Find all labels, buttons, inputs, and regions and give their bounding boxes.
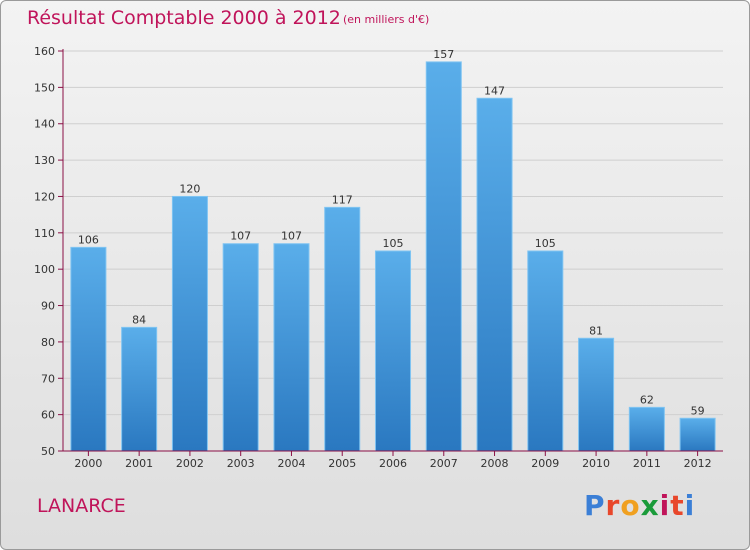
logo-letter: r [605, 489, 621, 522]
bar-2009 [527, 250, 564, 452]
y-tick-label: 160 [34, 45, 55, 58]
y-tick-label: 60 [41, 409, 55, 422]
logo-letter: o [620, 489, 641, 522]
data-label: 62 [640, 393, 654, 406]
x-tick-label: 2006 [379, 457, 407, 470]
x-tick-label: 2010 [582, 457, 610, 470]
y-tick-label: 100 [34, 263, 55, 276]
data-label: 107 [230, 230, 251, 243]
bar-2006 [374, 250, 412, 452]
x-tick-label: 2005 [328, 457, 356, 470]
data-label: 84 [132, 313, 146, 326]
x-tick-label: 2002 [176, 457, 204, 470]
bar-2010 [578, 337, 615, 452]
bar-2012 [679, 417, 716, 452]
commune-name: LANARCE [37, 495, 126, 517]
y-tick-label: 80 [41, 336, 55, 349]
y-tick-label: 50 [41, 445, 55, 458]
y-tick-label: 140 [34, 118, 55, 131]
y-tick-label: 110 [34, 227, 55, 240]
proxiti-logo: Proxiti [584, 489, 695, 522]
y-tick-label: 150 [34, 81, 55, 94]
data-label: 117 [332, 193, 353, 206]
bar-2000 [70, 246, 107, 452]
data-label: 106 [78, 233, 99, 246]
logo-letter: P [584, 489, 606, 522]
data-label: 81 [589, 324, 603, 337]
y-tick-label: 120 [34, 190, 55, 203]
axes: 50 60 70 80 90 100 110 120 130 140 150 160 [34, 45, 723, 458]
x-tick-label: 2007 [430, 457, 458, 470]
logo-letter: i [684, 489, 696, 522]
y-tick-label: 90 [41, 300, 55, 313]
bar-2004 [273, 243, 310, 452]
bar-2003 [222, 243, 259, 452]
data-label: 147 [484, 84, 505, 97]
x-tick-label: 2003 [227, 457, 255, 470]
bar-2011 [628, 406, 665, 452]
bar-2005 [324, 206, 361, 452]
x-tick-label: 2008 [481, 457, 509, 470]
logo-letter: x [640, 489, 660, 522]
chart-title: Résultat Comptable 2000 à 2012 [27, 7, 341, 29]
data-label: 120 [179, 182, 200, 195]
logo-letter: t [670, 489, 685, 522]
y-tick-label: 70 [41, 372, 55, 385]
x-tick-label: 2004 [277, 457, 305, 470]
x-tick-label: 2012 [684, 457, 712, 470]
x-tick-label: 2011 [633, 457, 661, 470]
data-label: 105 [383, 237, 404, 250]
x-tick-label: 2001 [125, 457, 153, 470]
bars [70, 61, 716, 452]
bar-2008 [476, 97, 513, 452]
data-label: 105 [535, 237, 556, 250]
bar-2001 [121, 326, 158, 452]
data-label: 59 [691, 404, 705, 417]
chart-subtitle: (en milliers d'€) [343, 13, 430, 26]
bar-2002 [171, 195, 208, 452]
data-label: 157 [433, 48, 454, 61]
labels: 106 2000 84 2001 120 2002 107 2003 107 2004 117 200… [74, 48, 711, 470]
bar-2007 [425, 61, 462, 452]
y-tick-label: 130 [34, 154, 55, 167]
x-tick-label: 2000 [74, 457, 102, 470]
logo-letter: i [659, 489, 671, 522]
x-tick-label: 2009 [531, 457, 559, 470]
data-label: 107 [281, 230, 302, 243]
